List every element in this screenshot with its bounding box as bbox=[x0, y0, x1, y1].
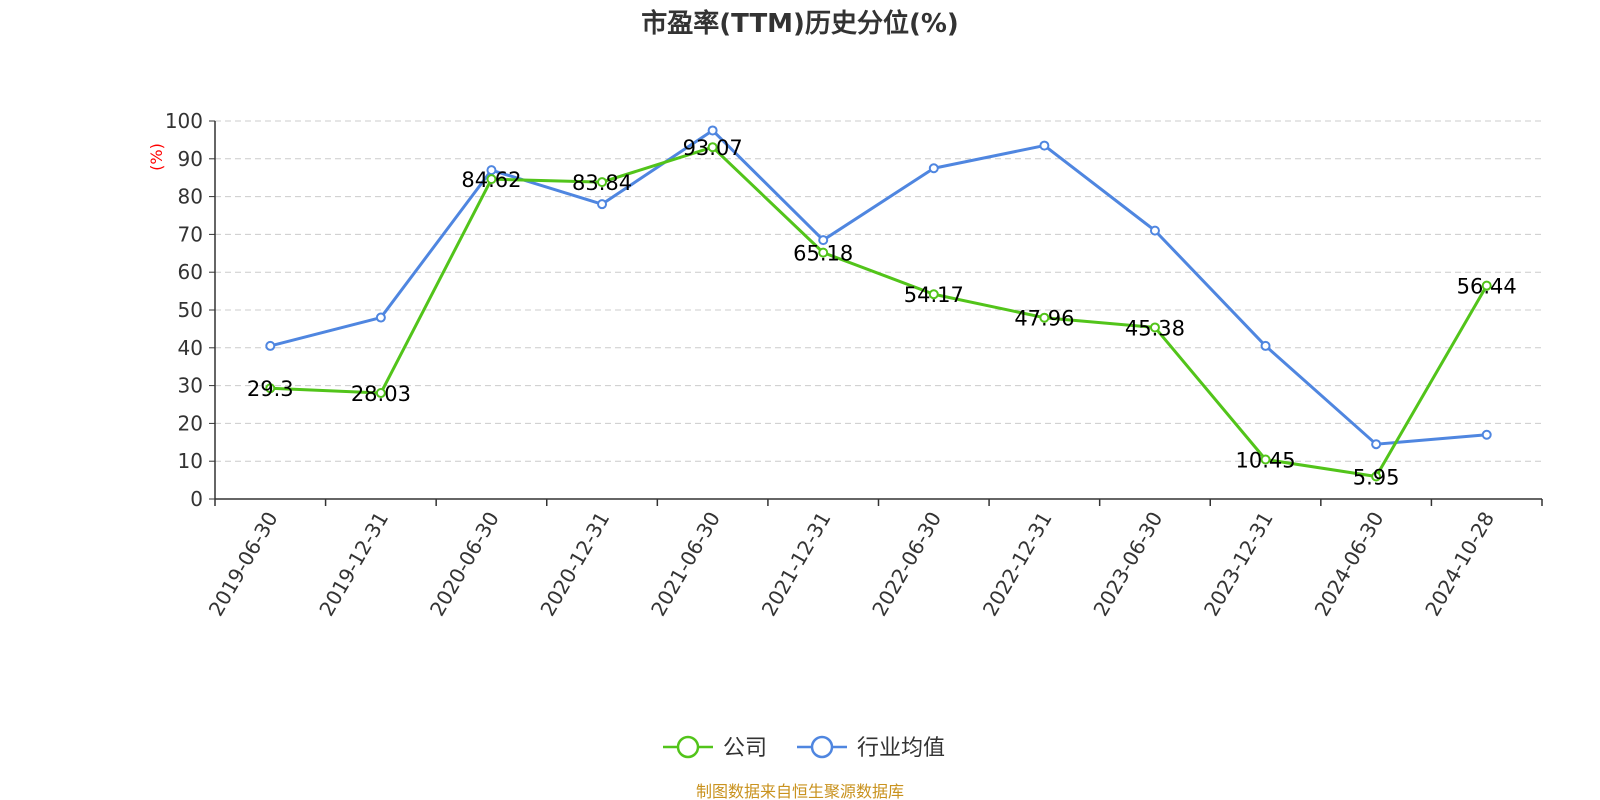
axes: 0 10 20 30 40 50 60 70 80 90 100 2019-06-30 2019-12-… bbox=[165, 109, 1543, 621]
x-tick-label: 2020-12-31 bbox=[535, 508, 614, 621]
data-label: 28.03 bbox=[351, 382, 411, 406]
data-label: 93.07 bbox=[683, 136, 743, 160]
data-point[interactable] bbox=[1260, 454, 1271, 465]
data-point[interactable] bbox=[375, 388, 386, 399]
y-tick-label: 90 bbox=[178, 147, 203, 171]
legend-item-0[interactable]: 公司 bbox=[663, 735, 767, 761]
data-point[interactable] bbox=[1371, 439, 1382, 450]
data-labels: 29.3 28.03 84.62 83.84 93.07 65.18 54.17 47.96 4… bbox=[247, 136, 1517, 489]
y-axis-label: (%) bbox=[147, 143, 166, 171]
data-label: 29.3 bbox=[247, 377, 294, 401]
data-point[interactable] bbox=[707, 125, 718, 136]
data-label: 84.62 bbox=[461, 168, 521, 192]
data-point[interactable] bbox=[1481, 429, 1492, 440]
x-tick-label: 2023-06-30 bbox=[1088, 508, 1167, 621]
data-point[interactable] bbox=[1149, 322, 1160, 333]
data-point[interactable] bbox=[1039, 312, 1050, 323]
series-line-0 bbox=[270, 145, 1489, 479]
legend-label: 行业均值 bbox=[857, 736, 945, 761]
footer-source-note: 制图数据来自恒生聚源数据库 bbox=[696, 782, 904, 800]
x-tick-label: 2021-12-31 bbox=[757, 508, 836, 621]
data-point[interactable] bbox=[265, 383, 276, 394]
x-tick-label: 2020-06-30 bbox=[425, 508, 504, 621]
data-point[interactable] bbox=[1481, 280, 1492, 291]
legend-marker bbox=[810, 735, 834, 759]
data-label: 56.44 bbox=[1457, 275, 1517, 299]
data-point[interactable] bbox=[1149, 225, 1160, 236]
y-tick-label: 100 bbox=[165, 109, 203, 133]
legend-marker bbox=[676, 735, 700, 759]
data-point[interactable] bbox=[1039, 140, 1050, 151]
y-tick-label: 10 bbox=[178, 449, 203, 473]
y-tick-label: 40 bbox=[178, 336, 203, 360]
y-tick-label: 30 bbox=[178, 374, 203, 398]
data-point[interactable] bbox=[1371, 471, 1382, 482]
x-tick-label: 2024-10-28 bbox=[1420, 508, 1499, 621]
x-tick-label: 2024-06-30 bbox=[1310, 508, 1389, 621]
data-point[interactable] bbox=[818, 247, 829, 258]
legend[interactable]: 公司 行业均值 bbox=[663, 735, 945, 761]
data-label: 83.84 bbox=[572, 171, 632, 195]
series-line-1 bbox=[269, 128, 1487, 446]
data-label: 45.38 bbox=[1125, 316, 1185, 340]
series-layer bbox=[265, 125, 1492, 482]
data-point[interactable] bbox=[818, 235, 829, 246]
data-point[interactable] bbox=[597, 199, 608, 210]
x-tick-label: 2019-06-30 bbox=[204, 508, 283, 621]
y-tick-label: 0 bbox=[190, 487, 203, 511]
data-label: 65.18 bbox=[793, 242, 853, 266]
data-point[interactable] bbox=[928, 163, 939, 174]
y-tick-label: 70 bbox=[178, 222, 203, 246]
data-label: 54.17 bbox=[904, 283, 964, 307]
x-tick-label: 2019-12-31 bbox=[314, 508, 393, 621]
data-label: 10.45 bbox=[1235, 448, 1295, 472]
legend-label: 公司 bbox=[723, 736, 767, 761]
data-point[interactable] bbox=[1260, 340, 1271, 351]
data-point[interactable] bbox=[928, 289, 939, 300]
x-tick-label: 2023-12-31 bbox=[1199, 508, 1278, 621]
chart-title: 市盈率(TTM)历史分位(%) bbox=[641, 8, 959, 39]
data-point[interactable] bbox=[265, 340, 276, 351]
y-tick-label: 80 bbox=[178, 185, 203, 209]
data-point[interactable] bbox=[597, 177, 608, 188]
legend-item-1[interactable]: 行业均值 bbox=[797, 735, 945, 761]
data-point[interactable] bbox=[375, 312, 386, 323]
x-tick-label: 2022-06-30 bbox=[867, 508, 946, 621]
data-label: 47.96 bbox=[1014, 307, 1074, 331]
data-point[interactable] bbox=[486, 174, 497, 185]
grid-lines bbox=[215, 120, 1542, 462]
y-tick-label: 60 bbox=[178, 260, 203, 284]
y-tick-label: 20 bbox=[178, 411, 203, 435]
data-point[interactable] bbox=[707, 142, 718, 153]
data-label: 5.95 bbox=[1353, 466, 1400, 490]
y-tick-label: 50 bbox=[178, 298, 203, 322]
x-tick-label: 2021-06-30 bbox=[646, 508, 725, 621]
x-tick-label: 2022-12-31 bbox=[978, 508, 1057, 621]
